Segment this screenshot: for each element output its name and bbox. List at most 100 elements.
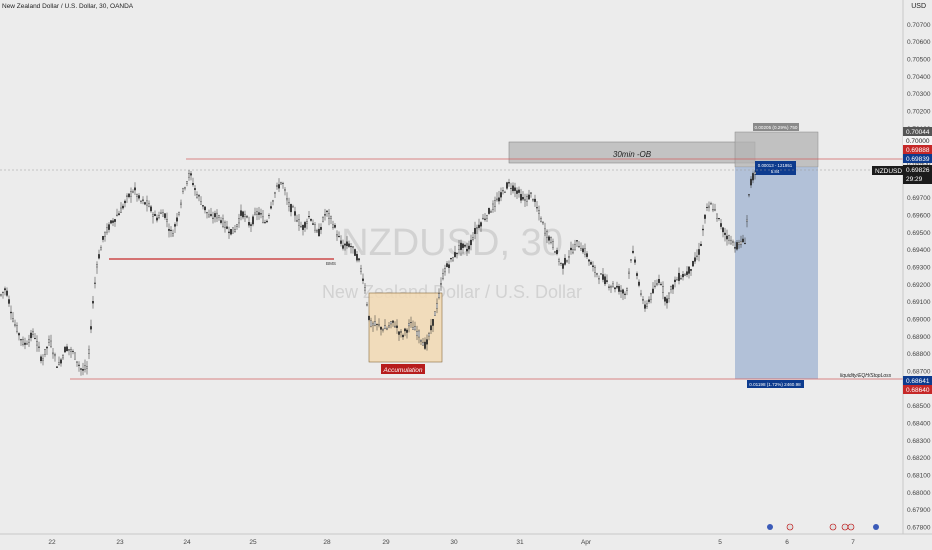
- candle-body: [664, 297, 666, 302]
- target-info-box: [753, 123, 799, 131]
- candle-body: [344, 243, 346, 246]
- candle-body: [224, 221, 226, 228]
- candle-body: [486, 215, 488, 219]
- candle-body: [50, 340, 52, 347]
- candle-body: [74, 352, 76, 360]
- event-flag-icon[interactable]: [841, 523, 849, 531]
- candle-body: [316, 230, 318, 233]
- candle-body: [650, 293, 652, 300]
- candle-body: [402, 334, 404, 338]
- event-flag-icon[interactable]: [829, 523, 837, 531]
- candle-body: [82, 369, 84, 371]
- candle-body: [548, 236, 550, 241]
- candle-body: [318, 228, 320, 237]
- candle-body: [354, 249, 356, 256]
- candle-body: [34, 338, 36, 339]
- candle-body: [490, 211, 492, 213]
- candle-body: [308, 216, 310, 218]
- candle-body: [540, 217, 542, 222]
- candle-body: [232, 227, 234, 234]
- candle-body: [60, 359, 62, 364]
- candle-body: [156, 217, 158, 221]
- candle-body: [290, 204, 292, 213]
- candle-body: [566, 260, 568, 262]
- candle-body: [444, 268, 446, 273]
- candle-body: [386, 328, 388, 330]
- candle-body: [710, 203, 712, 205]
- event-flag-icon[interactable]: [767, 524, 773, 530]
- price-tag-bg-2: [903, 136, 932, 145]
- candle-body: [644, 304, 646, 309]
- candle-body: [630, 259, 632, 261]
- candle-body: [662, 286, 664, 293]
- candle-body: [334, 224, 336, 228]
- y-tick-label: 0.69100: [907, 299, 931, 306]
- candle-body: [108, 224, 110, 230]
- position-stop-zone[interactable]: [735, 167, 818, 379]
- candle-body: [358, 258, 360, 261]
- candle-body: [708, 205, 710, 208]
- candle-body: [626, 288, 628, 291]
- event-flag-icon[interactable]: [786, 523, 794, 531]
- candle-body: [748, 194, 750, 196]
- event-flag-icon[interactable]: [847, 523, 855, 531]
- candle-body: [264, 222, 266, 224]
- y-tick-label: 0.70600: [907, 39, 931, 46]
- candle-body: [292, 206, 294, 208]
- candle-body: [656, 283, 658, 286]
- candle-body: [86, 366, 88, 369]
- x-tick-label: 30: [450, 539, 458, 546]
- candle-body: [440, 283, 442, 285]
- candle-body: [528, 194, 530, 200]
- candle-body: [378, 324, 380, 326]
- candle-body: [734, 247, 736, 249]
- candle-body: [66, 346, 68, 352]
- candle-body: [722, 227, 724, 233]
- candle-body: [284, 189, 286, 191]
- y-tick-label: 0.69500: [907, 230, 931, 237]
- axis-currency-label: USD: [911, 3, 926, 10]
- candle-body: [208, 214, 210, 218]
- candle-body: [558, 259, 560, 262]
- candle-body: [198, 195, 200, 197]
- candle-body: [552, 241, 554, 248]
- candle-body: [502, 190, 504, 192]
- candle-body: [22, 339, 24, 345]
- candle-body: [58, 362, 60, 365]
- candle-body: [124, 200, 126, 204]
- candle-body: [704, 214, 706, 219]
- candle-body: [480, 222, 482, 227]
- candle-body: [598, 278, 600, 280]
- candle-body: [618, 286, 620, 292]
- candle-body: [634, 259, 636, 263]
- ob-label: 30min -OB: [613, 150, 652, 159]
- y-tick-label: 0.68200: [907, 455, 931, 462]
- candle-body: [294, 211, 296, 216]
- candle-body: [718, 218, 720, 220]
- target-info-text: 0.00205 (0.29%) 750: [755, 125, 798, 130]
- x-tick-label: 7: [851, 539, 855, 546]
- candle-body: [468, 245, 470, 250]
- candle-body: [356, 254, 358, 261]
- candle-body: [702, 228, 704, 231]
- candle-body: [258, 212, 260, 215]
- candle-body: [658, 279, 660, 283]
- candle-body: [624, 293, 626, 295]
- accumulation-label-bg: [381, 364, 425, 374]
- y-tick-label: 0.70300: [907, 91, 931, 98]
- current-price-tag: 0.69826: [906, 167, 930, 174]
- candle-body: [136, 194, 138, 197]
- candle-body: [728, 235, 730, 241]
- candle-body: [94, 282, 96, 284]
- candle-body: [172, 233, 174, 237]
- candle-body: [678, 272, 680, 281]
- candle-body: [416, 331, 418, 336]
- candle-body: [394, 325, 396, 328]
- candle-body: [146, 200, 148, 206]
- candle-body: [70, 349, 72, 352]
- event-flag-icon[interactable]: [873, 524, 879, 530]
- candle-body: [428, 333, 430, 337]
- y-tick-label: 0.70700: [907, 22, 931, 29]
- candle-body: [116, 214, 118, 216]
